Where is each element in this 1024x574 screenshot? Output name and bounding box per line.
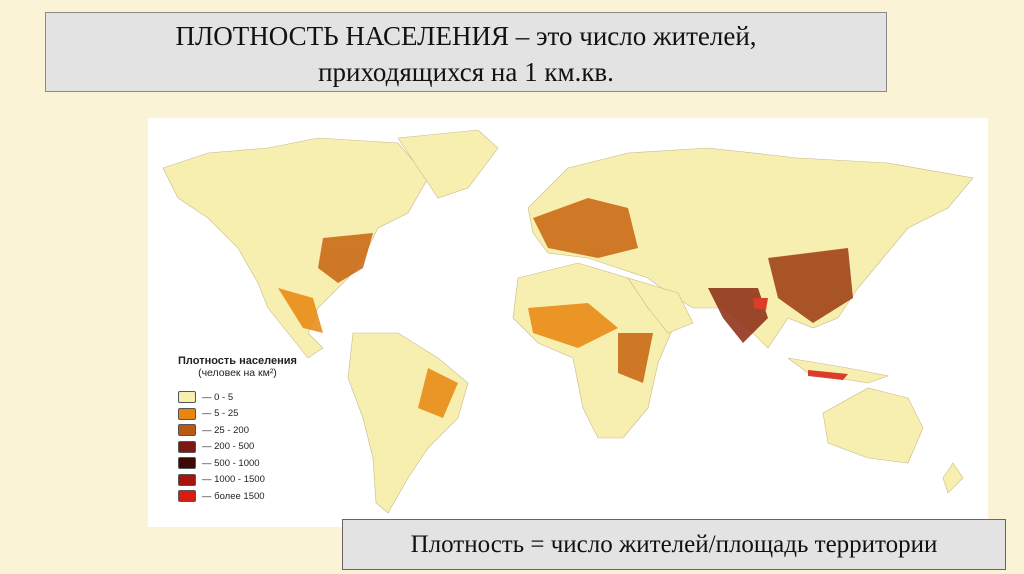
legend-item: — 200 - 500 xyxy=(178,439,297,456)
europe-asia xyxy=(527,147,974,349)
legend-item: — 1000 - 1500 xyxy=(178,472,297,489)
legend-swatch xyxy=(178,407,196,420)
legend-swatch xyxy=(178,490,196,503)
legend-label: — 25 - 200 xyxy=(202,424,249,436)
south-america xyxy=(347,332,469,514)
density-europe xyxy=(533,198,638,258)
title-box: ПЛОТНОСТЬ НАСЕЛЕНИЯ – это число жителей,… xyxy=(45,12,887,92)
legend-label: — 200 - 500 xyxy=(202,441,255,453)
title-line-1: ПЛОТНОСТЬ НАСЕЛЕНИЯ – это число жителей, xyxy=(175,21,757,51)
legend-swatch xyxy=(178,424,196,437)
density-java xyxy=(808,370,848,380)
density-east-africa xyxy=(618,333,653,383)
density-eastern-us xyxy=(318,233,373,283)
legend-label: — 1000 - 1500 xyxy=(202,474,265,486)
legend-label: — 5 - 25 xyxy=(202,408,239,420)
legend-swatch xyxy=(178,457,196,470)
legend-subtitle: (человек на км²) xyxy=(198,367,277,379)
greenland xyxy=(397,129,499,199)
legend: Плотность населения (человек на км²) — 0… xyxy=(178,355,297,505)
density-west-africa xyxy=(528,303,618,348)
australia xyxy=(822,387,924,464)
formula-text: Плотность = число жителей/площадь террит… xyxy=(410,531,938,558)
population-density-map: Плотность населения (человек на км²) — 0… xyxy=(148,118,988,527)
world-map xyxy=(162,129,974,514)
indonesia xyxy=(787,357,890,384)
legend-swatch xyxy=(178,473,196,486)
legend-item: — 500 - 1000 xyxy=(178,455,297,472)
legend-title: Плотность населения xyxy=(178,355,297,367)
formula-box: Плотность = число жителей/площадь террит… xyxy=(342,519,1006,570)
legend-item: — более 1500 xyxy=(178,488,297,505)
legend-label: — 0 - 5 xyxy=(202,391,234,403)
north-america xyxy=(162,137,429,359)
density-bangladesh xyxy=(753,298,768,310)
density-china xyxy=(768,248,853,323)
legend-swatch xyxy=(178,391,196,404)
arabia xyxy=(627,277,694,334)
new-zealand xyxy=(942,462,964,494)
title-line-2: приходящихся на 1 км.кв. xyxy=(318,57,614,87)
legend-item: — 5 - 25 xyxy=(178,406,297,423)
legend-label: — более 1500 xyxy=(202,490,265,502)
density-brazil-coast xyxy=(418,368,458,418)
legend-item: — 0 - 5 xyxy=(178,389,297,406)
legend-item: — 25 - 200 xyxy=(178,422,297,439)
legend-label: — 500 - 1000 xyxy=(202,457,260,469)
density-mexico xyxy=(278,288,323,333)
legend-swatch xyxy=(178,440,196,453)
density-india xyxy=(708,288,768,343)
